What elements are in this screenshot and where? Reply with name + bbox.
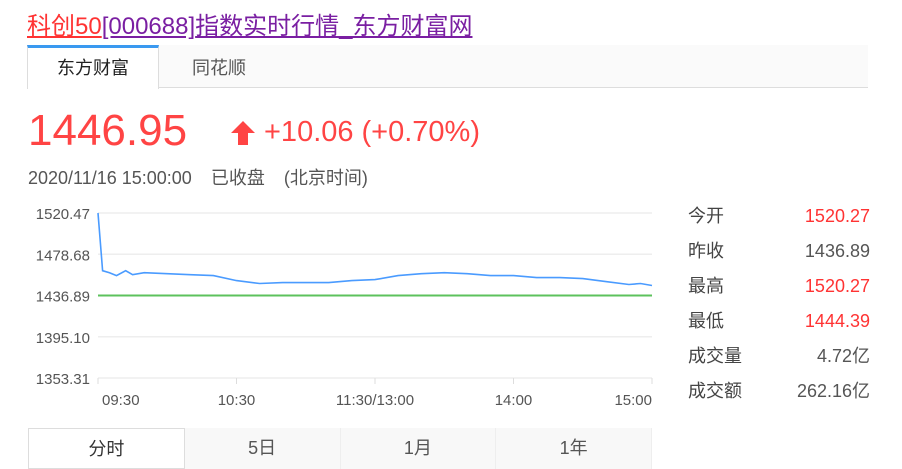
stats-panel: 今开 1520.27 昨收 1436.89 最高 1520.27 最低 1444.39 成交量 4… bbox=[688, 203, 870, 413]
period-tab[interactable]: 分时 bbox=[28, 428, 185, 469]
market-status: 已收盘 bbox=[210, 168, 265, 188]
stat-row: 最高 1520.27 bbox=[688, 273, 870, 308]
x-tick-label: 11:30/13:00 bbox=[336, 392, 414, 409]
period-tab[interactable]: 5日 bbox=[185, 428, 341, 469]
x-tick-label: 15:00 bbox=[614, 392, 652, 409]
quote-time: 2020/11/16 15:00:00 已收盘 (北京时间) bbox=[28, 164, 382, 190]
stat-label: 今开 bbox=[688, 206, 724, 226]
tab-tonghuashun[interactable]: 同花顺 bbox=[192, 58, 246, 78]
x-tick-label: 14:00 bbox=[495, 392, 533, 409]
source-tabs: 东方财富 同花顺 bbox=[27, 45, 868, 89]
stat-row: 最低 1444.39 bbox=[688, 308, 870, 343]
stat-label: 昨收 bbox=[688, 241, 724, 261]
y-tick-label: 1353.31 bbox=[36, 371, 90, 388]
stat-row: 今开 1520.27 bbox=[688, 203, 870, 238]
tab-eastmoney[interactable]: 东方财富 bbox=[27, 45, 159, 89]
y-tick-label: 1520.47 bbox=[36, 206, 90, 223]
arrow-up-icon bbox=[231, 120, 255, 145]
price-change: +10.06 (+0.70%) bbox=[230, 116, 480, 149]
x-tick-label: 10:30 bbox=[218, 392, 256, 409]
period-tab[interactable]: 1月 bbox=[341, 428, 497, 469]
stat-row: 成交量 4.72亿 bbox=[688, 343, 870, 378]
index-code-link[interactable]: [000688] bbox=[101, 13, 196, 40]
stat-row: 昨收 1436.89 bbox=[688, 238, 870, 273]
intraday-chart: 1520.47 1478.68 1436.89 1395.10 1353.31 09:30… bbox=[36, 206, 653, 409]
stat-row: 成交额 262.16亿 bbox=[688, 378, 870, 413]
timezone: (北京时间) bbox=[283, 168, 368, 188]
stat-value: 1520.27 bbox=[804, 206, 870, 226]
y-tick-label: 1436.89 bbox=[36, 289, 90, 306]
stat-value: 1520.27 bbox=[804, 276, 870, 296]
stat-label: 成交额 bbox=[688, 381, 742, 401]
page-title: 科创50[000688]指数实时行情_东方财富网 bbox=[27, 6, 472, 41]
datetime: 2020/11/16 15:00:00 bbox=[28, 168, 192, 188]
price-line bbox=[97, 212, 653, 287]
stat-value: 4.72亿 bbox=[816, 346, 870, 366]
title-suffix-link[interactable]: 指数实时行情_东方财富网 bbox=[195, 13, 473, 40]
period-tabs: 分时 5日 1月 1年 bbox=[28, 428, 652, 469]
stat-value: 262.16亿 bbox=[796, 381, 870, 401]
y-tick-label: 1395.10 bbox=[36, 330, 90, 347]
stat-label: 成交量 bbox=[688, 346, 742, 366]
change-value: +10.06 bbox=[264, 116, 354, 148]
x-tick-label: 09:30 bbox=[102, 392, 140, 409]
stat-value: 1444.39 bbox=[804, 311, 870, 331]
change-percent: (+0.70%) bbox=[361, 116, 480, 148]
period-tab[interactable]: 1年 bbox=[496, 428, 652, 469]
current-price: 1446.95 bbox=[28, 106, 188, 155]
stat-label: 最低 bbox=[688, 311, 724, 331]
y-tick-label: 1478.68 bbox=[36, 247, 90, 264]
index-name-link[interactable]: 科创50 bbox=[27, 13, 102, 40]
stat-value: 1436.89 bbox=[804, 241, 870, 261]
stat-label: 最高 bbox=[688, 276, 724, 296]
